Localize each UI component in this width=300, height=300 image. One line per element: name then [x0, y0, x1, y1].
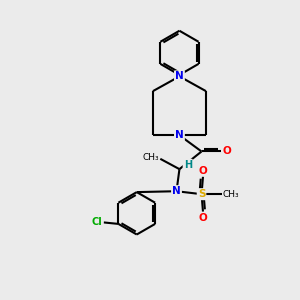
Text: CH₃: CH₃ — [142, 153, 159, 162]
Text: O: O — [199, 213, 207, 223]
Text: CH₃: CH₃ — [222, 190, 239, 199]
Text: N: N — [172, 186, 181, 196]
Text: N: N — [175, 71, 184, 81]
Text: N: N — [175, 130, 184, 140]
Text: H: H — [184, 160, 192, 170]
Text: Cl: Cl — [92, 218, 103, 227]
Text: S: S — [198, 189, 205, 199]
Text: O: O — [222, 146, 231, 157]
Text: O: O — [199, 166, 207, 176]
